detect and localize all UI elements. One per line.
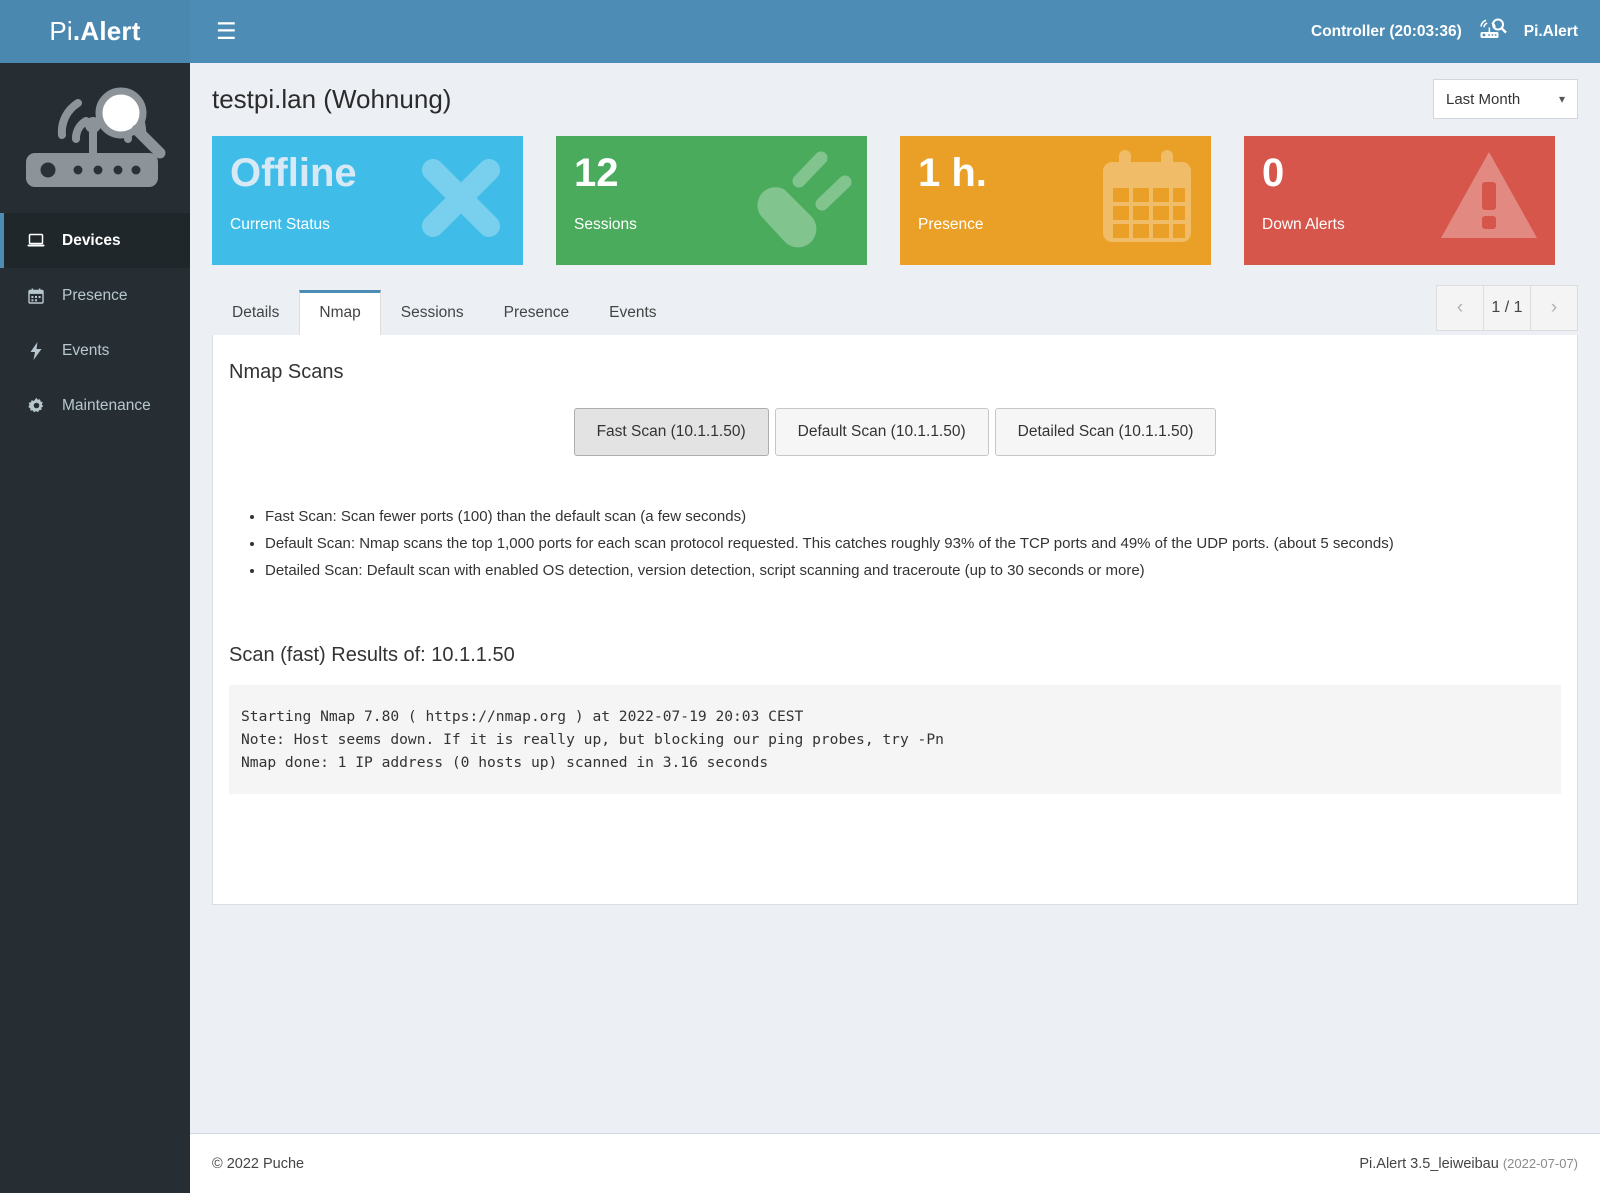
nmap-section-title: Nmap Scans	[229, 361, 344, 383]
stat-value: 1 h.	[918, 151, 987, 195]
scan-results-output: Starting Nmap 7.80 ( https://nmap.org ) …	[229, 685, 1561, 794]
tab-presence[interactable]: Presence	[503, 304, 570, 321]
scan-button-group: Fast Scan (10.1.1.50) Default Scan (10.1…	[213, 408, 1577, 456]
fast-scan-button[interactable]: Fast Scan (10.1.1.50)	[573, 408, 769, 456]
sidebar-item-label: Maintenance	[62, 396, 151, 414]
tab-details[interactable]: Details	[232, 304, 280, 321]
detailed-scan-button[interactable]: Detailed Scan (10.1.1.50)	[994, 408, 1217, 456]
stat-value: 0	[1262, 151, 1285, 195]
header-bar: ☰ Controller (20:03:36)	[190, 0, 1600, 63]
period-select[interactable]: Last Month ▾	[1433, 79, 1578, 119]
sidebar-item-events[interactable]: Events	[0, 323, 190, 378]
sidebar-item-label: Presence	[62, 286, 128, 304]
app-logo[interactable]: Pi .Alert	[0, 0, 190, 63]
cross-icon	[413, 148, 509, 249]
pagination-page-indicator: 1 / 1	[1483, 285, 1531, 331]
logo-prefix: Pi	[49, 16, 73, 46]
page-title: testpi.lan (Wohnung)	[212, 84, 452, 114]
stat-boxes: Offline Current Status 12 Sessions	[212, 136, 1578, 265]
plug-icon	[753, 148, 853, 253]
pagination: ‹ 1 / 1 ›	[1436, 285, 1578, 331]
stat-value: 12	[574, 151, 619, 195]
stat-value: Offline	[230, 151, 357, 195]
sidebar: Devices Presence Events Maintenance	[0, 63, 190, 1193]
stat-box-current-status[interactable]: Offline Current Status	[212, 136, 523, 265]
stat-box-down-alerts[interactable]: 0 Down Alerts	[1244, 136, 1555, 265]
scan-results-title: Scan (fast) Results of: 10.1.1.50	[229, 644, 515, 666]
router-scan-icon	[1478, 17, 1508, 46]
sidebar-item-devices[interactable]: Devices	[0, 213, 190, 268]
router-magnifier-logo	[0, 63, 190, 213]
laptop-icon	[26, 233, 46, 248]
calendar-icon	[26, 288, 46, 304]
pagination-prev-button[interactable]: ‹	[1436, 285, 1484, 331]
calendar-icon	[1097, 148, 1197, 253]
stat-label: Presence	[918, 216, 984, 233]
bolt-icon	[26, 341, 46, 360]
scan-info-list: Fast Scan: Scan fewer ports (100) than t…	[259, 503, 1577, 584]
footer-version-date: (2022-07-07)	[1502, 1155, 1578, 1171]
header-brand-label[interactable]: Pi.Alert	[1523, 22, 1578, 40]
tab-bar: Details Nmap Sessions Presence Events ‹ …	[212, 285, 1578, 335]
gear-icon	[26, 397, 46, 414]
top-header: Pi .Alert ☰ Controller (20:03:36)	[0, 0, 1600, 63]
tab-nmap[interactable]: Nmap	[299, 290, 381, 335]
sidebar-item-label: Devices	[62, 231, 121, 249]
tab-sessions[interactable]: Sessions	[400, 304, 464, 321]
chevron-down-icon: ▾	[1558, 92, 1565, 106]
tab-events[interactable]: Events	[609, 304, 657, 321]
sidebar-item-maintenance[interactable]: Maintenance	[0, 378, 190, 433]
stat-label: Down Alerts	[1262, 216, 1345, 233]
footer-version-group: Pi.Alert 3.5_leiweibau (2022-07-07)	[1359, 1156, 1578, 1172]
sidebar-item-presence[interactable]: Presence	[0, 268, 190, 323]
page-header: testpi.lan (Wohnung) Last Month ▾	[212, 79, 1578, 131]
warning-triangle-icon	[1437, 148, 1541, 249]
footer-version: Pi.Alert 3.5_leiweibau	[1359, 1155, 1499, 1172]
list-item: Fast Scan: Scan fewer ports (100) than t…	[265, 503, 1577, 530]
default-scan-button[interactable]: Default Scan (10.1.1.50)	[774, 408, 989, 456]
list-item: Default Scan: Nmap scans the top 1,000 p…	[265, 530, 1577, 557]
hamburger-icon[interactable]: ☰	[216, 18, 237, 44]
stat-label: Current Status	[230, 216, 330, 233]
main-content: testpi.lan (Wohnung) Last Month ▾ Offlin…	[190, 63, 1600, 1133]
header-right-group: Controller (20:03:36)	[1311, 17, 1578, 46]
stat-box-presence[interactable]: 1 h. Presence	[900, 136, 1211, 265]
list-item: Detailed Scan: Default scan with enabled…	[265, 557, 1577, 584]
footer-copyright: © 2022 Puche	[212, 1155, 305, 1172]
pagination-next-button[interactable]: ›	[1530, 285, 1578, 331]
logo-suffix: .Alert	[72, 16, 141, 46]
nmap-panel: Nmap Scans Fast Scan (10.1.1.50) Default…	[212, 335, 1578, 905]
period-select-value: Last Month	[1446, 90, 1521, 108]
sidebar-item-label: Events	[62, 341, 110, 359]
footer: © 2022 Puche Pi.Alert 3.5_leiweibau (202…	[190, 1133, 1600, 1193]
stat-box-sessions[interactable]: 12 Sessions	[556, 136, 867, 265]
stat-label: Sessions	[574, 216, 637, 233]
controller-status: Controller (20:03:36)	[1311, 22, 1462, 40]
